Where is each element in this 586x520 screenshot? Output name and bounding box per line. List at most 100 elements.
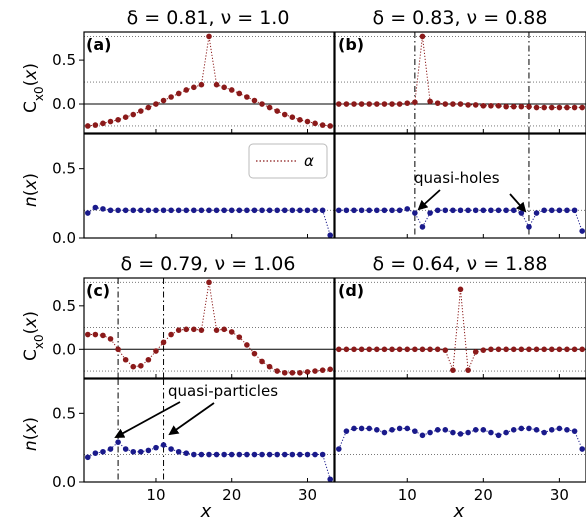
ylabel-c-bottom: n(x) [21,417,41,451]
point-d-top-33 [579,346,585,353]
point-a-bot-16 [198,207,205,214]
point-b-bot-20 [480,207,487,214]
point-c-top-22 [244,342,250,348]
point-d-bot-11 [412,428,418,434]
point-d-bot-22 [495,432,502,439]
point-a-bot-28 [289,207,296,214]
point-d-top-9 [396,346,403,353]
point-d-bot-14 [434,427,441,433]
point-a-top-10 [153,101,159,107]
ylabel-c-top: Cx0(x) [21,311,46,361]
ytick-label-a-bot-0: 0.0 [52,229,76,247]
point-a-bot-13 [175,207,182,214]
point-b-bot-23 [503,207,509,214]
point-c-bot-2 [92,450,99,456]
point-d-top-4 [358,346,365,353]
point-d-top-19 [472,349,479,355]
point-b-top-2 [343,101,350,107]
point-d-top-12 [419,346,426,353]
point-d-top-14 [434,346,441,353]
legend: α [248,143,328,179]
point-b-top-21 [488,102,494,109]
point-d-top-7 [381,346,388,353]
arrow-quasi-hole-1 [417,189,441,211]
point-b-bot-9 [396,207,403,214]
point-a-top-7 [130,111,137,118]
plot-layer: 0.0 0.5 0.0 0.5 0.0 0.5 0.0 0.5 10 20 30 10 20 30 [52,31,586,504]
point-b-top-23 [503,103,509,110]
point-d-bot-24 [510,427,517,433]
point-b-top-22 [495,102,502,109]
point-c-bot-6 [122,446,129,452]
point-d-bot-21 [488,429,494,436]
point-d-top-23 [503,346,509,353]
point-c-top-16 [198,327,205,333]
point-d-bot-10 [404,425,411,432]
point-c-bot-15 [191,451,197,458]
panel-c-label: (c) [86,281,110,300]
frame-a-bot [83,133,335,239]
point-b-bot-4 [358,207,365,214]
point-c-top-32 [319,367,326,373]
point-d-top-29 [548,346,555,353]
point-c-bot-16 [198,451,205,458]
point-b-top-14 [434,100,441,106]
point-b-bot-12 [419,224,426,230]
point-b-bot-16 [450,207,456,214]
point-c-top-24 [259,358,265,365]
point-b-bot-8 [389,207,395,214]
point-c-top-8 [138,363,144,369]
ytick-label-a-top-0: 0.0 [52,95,76,113]
point-c-bot-8 [138,448,144,455]
frame-b-bot [334,133,586,239]
frame-c-top [83,277,335,379]
point-b-bot-18 [465,207,471,214]
point-a-top-9 [145,104,152,111]
point-a-bot-30 [304,207,311,214]
point-b-top-8 [389,101,395,107]
point-b-top-15 [442,101,449,107]
point-d-bot-29 [548,427,555,433]
panel-b [334,31,586,239]
point-d-bot-18 [465,429,471,436]
point-c-bot-23 [251,451,258,458]
point-c-bot-32 [319,451,326,458]
point-c-top-29 [297,369,303,376]
point-a-top-14 [183,87,190,93]
point-c-top-10 [153,348,159,354]
point-a-top-3 [100,120,106,127]
point-b-top-31 [564,104,570,111]
ytick-label-a-top-1: 0.5 [52,51,76,69]
frame-b-top [334,31,586,134]
point-c-top-4 [107,336,114,342]
point-a-top-8 [138,108,144,114]
point-a-top-29 [297,117,303,123]
point-b-bot-21 [488,207,494,214]
ylabel-a-bottom: n(x) [21,173,41,207]
point-b-top-6 [374,101,380,107]
point-c-bot-30 [304,451,311,458]
point-c-bot-22 [244,451,250,458]
point-a-top-22 [244,94,250,100]
panel-b-title: δ = 0.83, ν = 0.88 [373,7,548,29]
point-c-bot-13 [175,448,182,455]
point-c-bot-26 [274,451,280,458]
point-d-bot-6 [374,427,380,433]
point-b-bot-28 [541,207,547,214]
series-line-b-top [338,36,583,109]
point-b-top-30 [556,104,563,111]
point-a-bot-26 [274,207,280,214]
point-b-top-25 [518,103,525,110]
series-line-d-top [338,289,583,371]
point-c-top-15 [191,326,197,333]
point-c-top-30 [304,369,311,375]
point-a-bot-32 [319,207,326,214]
point-d-top-30 [556,346,563,353]
point-c-bot-4 [107,446,114,452]
point-c-bot-17 [206,451,212,458]
point-c-top-9 [145,356,152,363]
point-c-bot-3 [100,448,106,455]
point-d-top-17 [457,286,464,293]
point-a-top-24 [259,101,265,107]
point-a-bot-1 [84,210,91,216]
